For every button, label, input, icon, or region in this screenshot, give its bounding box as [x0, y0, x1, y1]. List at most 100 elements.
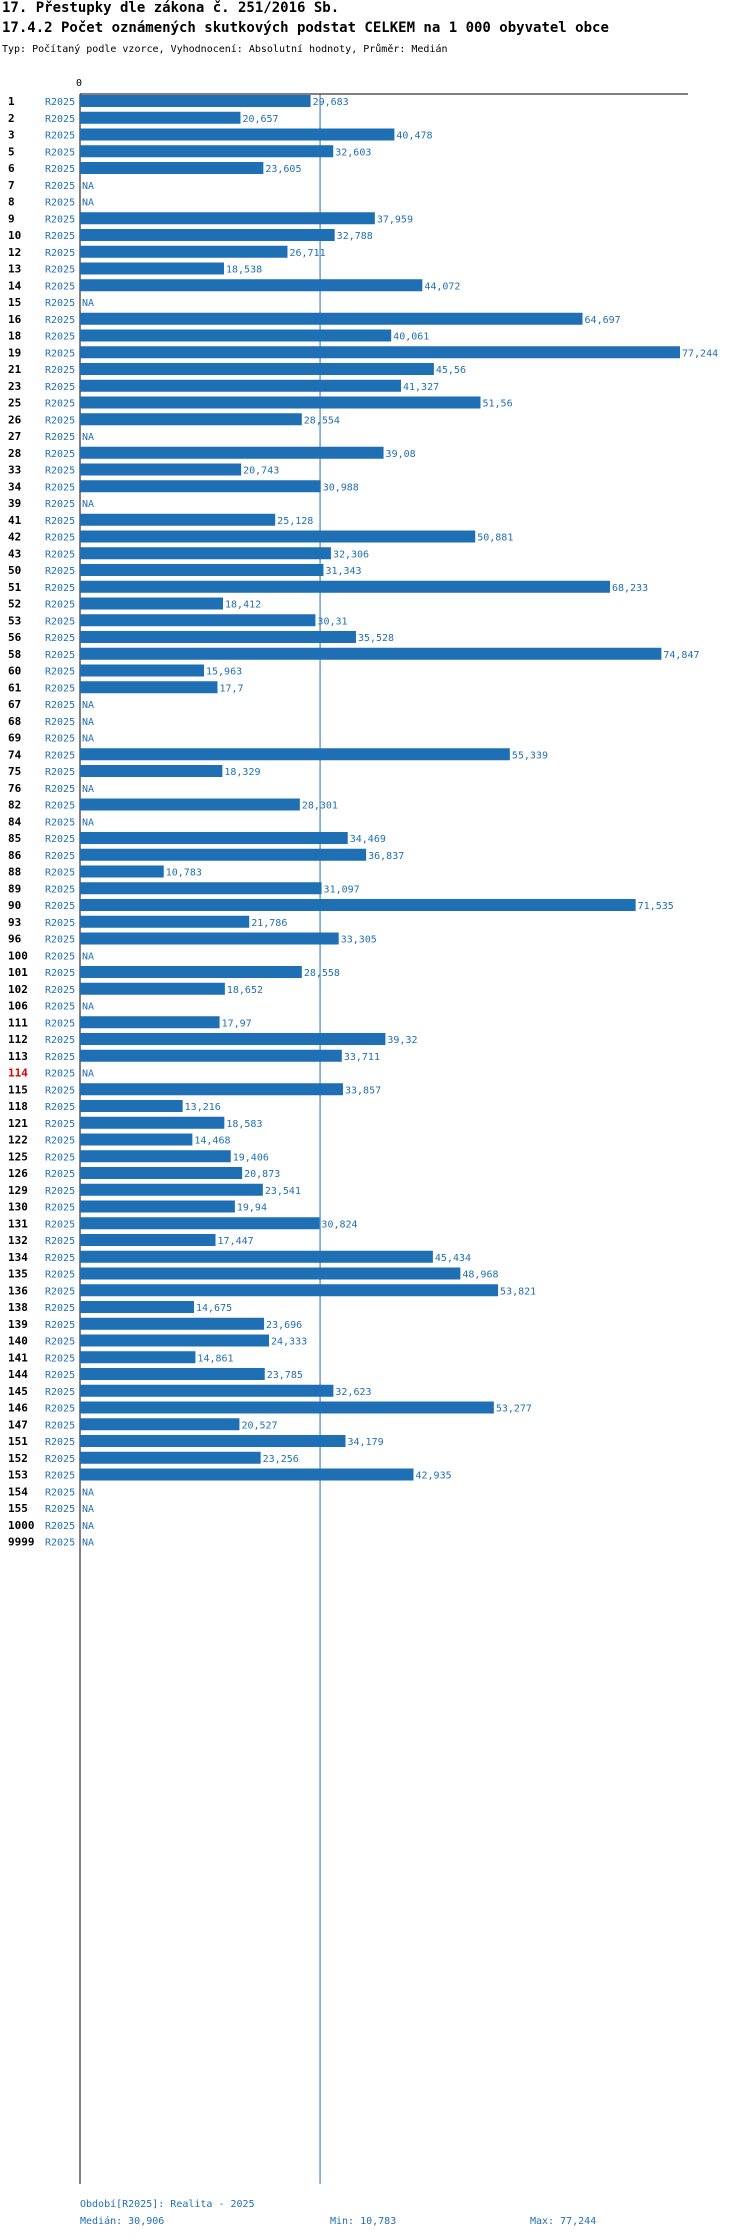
na-label: NA [82, 700, 94, 711]
bar-value-label: 48,968 [462, 1270, 498, 1281]
row-id-label: 106 [8, 1000, 28, 1013]
bar-value-label: 32,788 [337, 231, 373, 242]
row-period-label: R2025 [45, 801, 75, 812]
row-id-label: 151 [8, 1435, 28, 1448]
bar-value-label: 39,32 [387, 1035, 417, 1046]
row-period-label: R2025 [45, 1303, 75, 1314]
chart-title: 17.4.2 Počet oznámených skutkových podst… [2, 20, 609, 36]
bar-value-label: 34,179 [347, 1437, 383, 1448]
row-period-label: R2025 [45, 767, 75, 778]
na-label: NA [82, 1504, 94, 1515]
row-id-label: 9 [8, 212, 15, 225]
row-id-label: 16 [8, 313, 22, 326]
bar-value-label: 64,697 [585, 315, 621, 326]
row-id-label: 56 [8, 631, 22, 644]
bar-value-label: 23,256 [263, 1454, 299, 1465]
bar-value-label: 18,412 [225, 600, 261, 611]
bar-value-label: 33,857 [345, 1085, 381, 1096]
bar [80, 1116, 225, 1129]
row-id-label: 136 [8, 1284, 28, 1297]
row-period-label: R2025 [45, 147, 75, 158]
bar [80, 1301, 194, 1313]
row-period-label: R2025 [45, 1052, 75, 1063]
bar-value-label: 77,244 [682, 348, 718, 359]
bar [80, 513, 276, 526]
bar [80, 865, 164, 878]
bar-value-label: 39,08 [386, 449, 416, 460]
na-label: NA [82, 432, 94, 443]
row-id-label: 139 [8, 1318, 28, 1331]
row-period-label: R2025 [45, 633, 75, 644]
row-id-label: 84 [8, 815, 22, 828]
row-id-label: 60 [8, 665, 21, 678]
row-id-label: 101 [8, 966, 28, 979]
bar [80, 848, 367, 861]
bar-value-label: 18,329 [224, 767, 260, 778]
bar-value-label: 19,406 [233, 1152, 269, 1163]
bar [80, 363, 434, 375]
bar [80, 329, 392, 342]
bar-value-label: 21,786 [251, 918, 287, 929]
bar [80, 597, 224, 610]
bar-value-label: 40,478 [396, 131, 432, 142]
bar [80, 1033, 386, 1045]
row-id-label: 14 [8, 279, 22, 292]
axis-zero-label: 0 [76, 78, 82, 89]
bar-value-label: 35,528 [358, 633, 394, 644]
row-period-label: R2025 [45, 750, 75, 761]
na-label: NA [82, 951, 94, 962]
row-id-label: 130 [8, 1201, 28, 1214]
row-id-label: 1 [8, 95, 15, 108]
row-id-label: 96 [8, 933, 22, 946]
na-label: NA [82, 181, 94, 192]
bar [80, 832, 348, 844]
row-period-label: R2025 [45, 332, 75, 343]
row-id-label: 122 [8, 1134, 28, 1147]
bar [80, 212, 375, 225]
bar [80, 279, 423, 292]
row-period-label: R2025 [45, 315, 75, 326]
row-period-label: R2025 [45, 1337, 75, 1348]
row-id-label: 152 [8, 1452, 28, 1465]
bar [80, 1133, 193, 1146]
bar [80, 1150, 231, 1163]
bar-value-label: 42,935 [416, 1471, 452, 1482]
row-id-label: 82 [8, 799, 21, 812]
bar [80, 1351, 196, 1364]
bar [80, 1200, 235, 1213]
row-period-label: R2025 [45, 449, 75, 460]
na-label: NA [82, 784, 94, 795]
row-id-label: 112 [8, 1033, 28, 1046]
row-period-label: R2025 [45, 1471, 75, 1482]
row-id-label: 67 [8, 698, 21, 711]
row-id-label: 8 [8, 196, 15, 209]
row-id-label: 18 [8, 330, 21, 343]
bar [80, 1049, 342, 1062]
row-period-label: R2025 [45, 1236, 75, 1247]
row-id-label: 111 [8, 1016, 28, 1029]
bar-value-label: 74,847 [663, 650, 699, 661]
row-id-label: 146 [8, 1402, 28, 1415]
row-id-label: 52 [8, 598, 21, 611]
bar-value-label: 41,327 [403, 382, 439, 393]
bar [80, 899, 636, 911]
row-period-label: R2025 [45, 1404, 75, 1415]
bar [80, 1250, 433, 1263]
bar [80, 882, 322, 895]
row-id-label: 100 [8, 949, 28, 962]
row-period-label: R2025 [45, 1437, 75, 1448]
row-id-label: 135 [8, 1268, 28, 1281]
bar-value-label: 45,56 [436, 365, 466, 376]
bar-value-label: 19,94 [237, 1203, 267, 1214]
bar-value-label: 33,711 [344, 1052, 380, 1063]
bar-value-label: 14,675 [196, 1303, 232, 1314]
bar-value-label: 30,824 [321, 1219, 357, 1230]
row-period-label: R2025 [45, 348, 75, 359]
row-id-label: 155 [8, 1502, 28, 1515]
row-id-label: 75 [8, 765, 21, 778]
chart-title-section: 17. Přestupky dle zákona č. 251/2016 Sb. [2, 0, 340, 16]
bar-value-label: 10,783 [166, 868, 202, 879]
row-id-label: 153 [8, 1469, 28, 1482]
bar [80, 748, 510, 761]
